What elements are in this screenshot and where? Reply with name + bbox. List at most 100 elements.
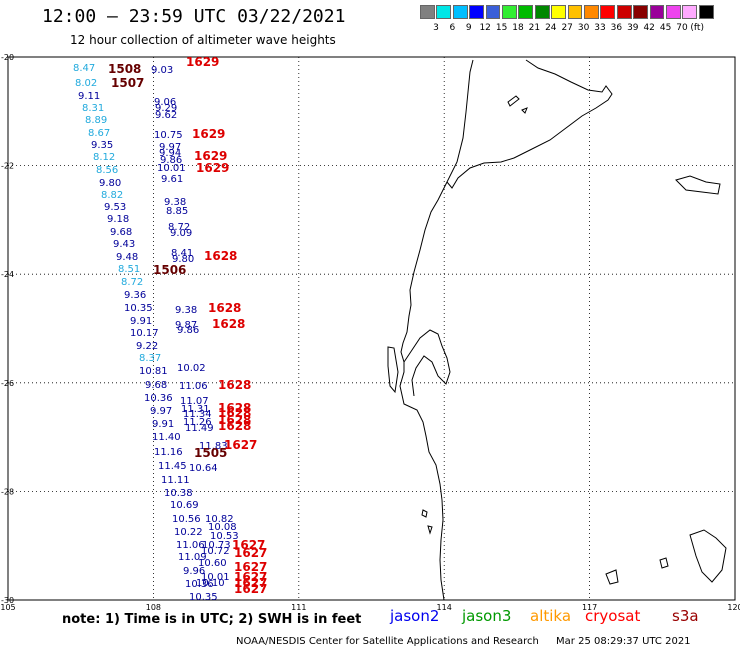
scale-swatch — [420, 5, 435, 19]
wave-height-label: 10.01 — [201, 572, 230, 583]
time-label: 1627 — [234, 546, 267, 560]
australia-coastline — [399, 59, 613, 601]
coastline — [387, 59, 727, 601]
wave-height-label: 9.36 — [124, 290, 146, 301]
wave-height-label: 9.94 — [159, 148, 181, 159]
island-exmouth — [521, 107, 528, 114]
map-frame — [7, 56, 736, 601]
scale-swatch — [469, 5, 484, 19]
wave-height-label: 11.40 — [152, 432, 181, 443]
wave-height-label: 8.89 — [85, 115, 107, 126]
time-label: 1629 — [186, 55, 219, 69]
satellite-jason3: jason3 — [462, 607, 512, 625]
graticule — [7, 56, 736, 601]
wave-height-label: 10.56 — [172, 514, 201, 525]
wave-height-label: 10.17 — [130, 328, 159, 339]
scale-unit: (ft) — [690, 23, 704, 33]
wave-height-label: 9.03 — [151, 65, 173, 76]
time-label: 1627 — [234, 582, 267, 596]
scale-label: 27 — [561, 23, 573, 33]
wave-height-label: 8.12 — [93, 152, 115, 163]
time-label: 1628 — [218, 419, 251, 433]
wave-height-label: 8.72 — [121, 277, 143, 288]
wave-height-label: 10.02 — [177, 363, 206, 374]
wave-height-label: 11.06 — [179, 381, 208, 392]
shark-bay-peninsula — [403, 329, 451, 397]
map-subtitle: 12 hour collection of altimeter wave hei… — [70, 33, 336, 47]
wave-height-label: 10.72 — [201, 546, 230, 557]
wave-height-label: 9.48 — [116, 252, 138, 263]
wave-height-label: 10.01 — [157, 163, 186, 174]
wave-height-label: 11.49 — [185, 423, 214, 434]
time-label: 1505 — [194, 446, 227, 460]
wave-height-label: 11.09 — [178, 552, 207, 563]
satellite-cryosat: cryosat — [585, 607, 641, 625]
wave-height-label: 8.41 — [171, 248, 193, 259]
wave-height-label: 11.06 — [176, 540, 205, 551]
wave-height-label: 8.51 — [118, 264, 140, 275]
time-label: 1506 — [153, 263, 186, 277]
lake-east-4 — [659, 557, 669, 569]
time-label: 1628 — [218, 378, 251, 392]
wave-height-label: 11.34 — [183, 409, 212, 420]
lon-label: 114 — [437, 603, 452, 612]
time-label: 1627 — [234, 576, 267, 590]
wave-height-label: 9.87 — [175, 320, 197, 331]
wave-height-label: 11.16 — [154, 447, 183, 458]
lat-label: -20 — [1, 53, 14, 62]
lon-label: 120 — [727, 603, 740, 612]
scale-swatch — [600, 5, 616, 19]
wave-height-label: 9.91 — [130, 316, 152, 327]
scale-swatch — [682, 5, 698, 19]
footer-source: NOAA/NESDIS Center for Satellite Applica… — [236, 636, 539, 647]
wave-height-label: 9.38 — [164, 197, 186, 208]
lon-label: 111 — [291, 603, 306, 612]
lon-label: 117 — [582, 603, 597, 612]
scale-label: 9 — [465, 23, 472, 33]
wave-height-label: 10.73 — [202, 540, 231, 551]
scale-label: 36 — [610, 23, 623, 33]
island-abrolhos — [427, 525, 433, 535]
scale-swatch — [567, 5, 583, 19]
scale-swatch — [485, 5, 501, 19]
scale-swatch — [633, 5, 648, 19]
wave-height-label: 8.85 — [166, 206, 188, 217]
satellite-s3a: s3a — [672, 607, 699, 625]
wave-height-label: 11.83 — [199, 441, 228, 452]
wave-height-label: 9.86 — [177, 325, 199, 336]
scale-label: 70 — [676, 23, 688, 33]
footer-timestamp: Mar 25 08:29:37 UTC 2021 — [556, 636, 691, 647]
wave-height-label: 10.35 — [189, 592, 218, 603]
time-label: 1628 — [218, 406, 251, 420]
wave-height-label: 9.06 — [154, 97, 176, 108]
lat-label: -22 — [1, 162, 14, 171]
wave-height-label: 9.35 — [91, 140, 113, 151]
wave-height-label: 9.29 — [155, 103, 177, 114]
wave-height-label: 10.75 — [154, 130, 183, 141]
scale-swatch — [584, 5, 599, 19]
scale-label: 33 — [594, 23, 606, 33]
time-label: 1628 — [204, 249, 237, 263]
wave-height-label: 10.81 — [139, 366, 168, 377]
lake-east-3 — [605, 569, 619, 585]
scale-label: 24 — [545, 23, 557, 33]
wave-height-label: 9.38 — [175, 305, 197, 316]
wave-height-label: 9.62 — [155, 110, 177, 121]
wave-height-label: 8.47 — [73, 63, 95, 74]
lat-label: -28 — [1, 487, 14, 496]
wave-height-label: 9.96 — [183, 566, 205, 577]
wave-height-label: 9.53 — [104, 202, 126, 213]
wave-height-label: 10.22 — [174, 527, 203, 538]
wave-height-label: 9.43 — [113, 239, 135, 250]
wave-height-label: 9.97 — [159, 142, 181, 153]
wave-height-label: 11.11 — [161, 475, 190, 486]
scale-swatch — [649, 5, 665, 19]
scale-label: 18 — [512, 23, 524, 33]
wave-height-label: 8.56 — [96, 165, 118, 176]
time-label: 1628 — [208, 301, 241, 315]
wave-height-label: 8.37 — [139, 353, 161, 364]
wave-height-label: 10.08 — [208, 522, 237, 533]
wave-height-label: 9.80 — [172, 254, 194, 265]
scale-swatch — [452, 5, 468, 19]
